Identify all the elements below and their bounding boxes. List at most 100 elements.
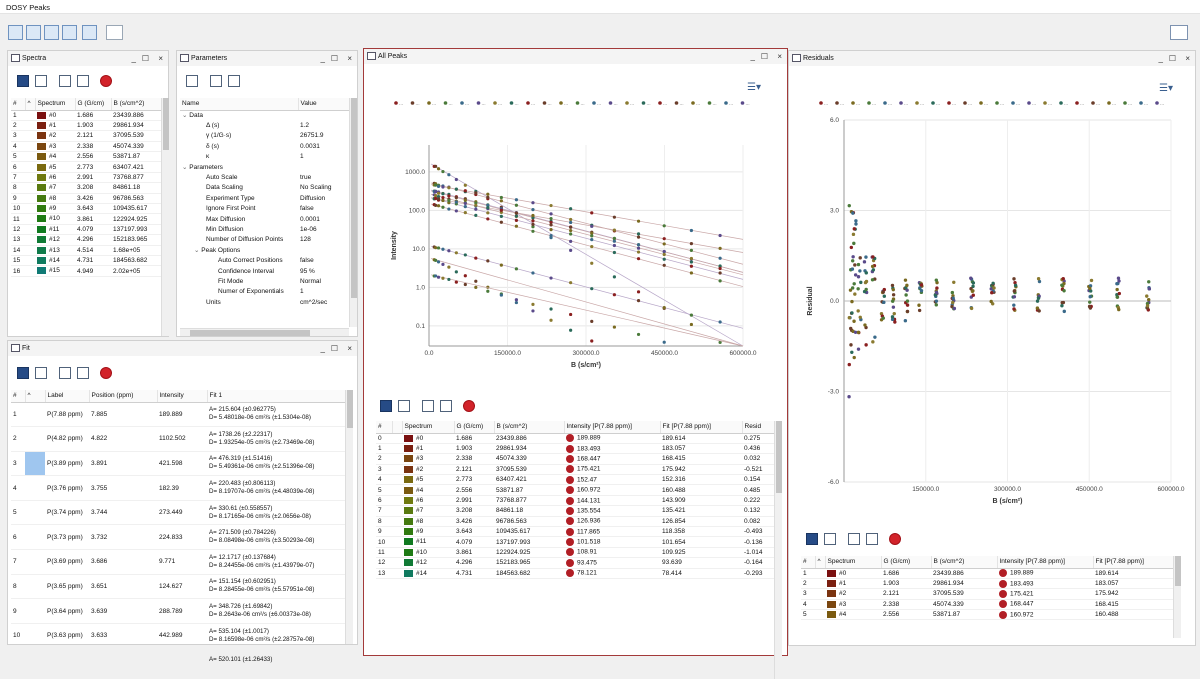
- data-point[interactable]: [636, 250, 641, 254]
- residual-point[interactable]: [905, 303, 910, 307]
- legend-marker[interactable]: [915, 101, 919, 105]
- residual-point[interactable]: [1012, 307, 1016, 311]
- legend-marker[interactable]: [476, 101, 481, 105]
- residual-point[interactable]: [918, 286, 922, 290]
- legend-marker[interactable]: [819, 101, 823, 105]
- data-point[interactable]: [612, 275, 616, 279]
- residual-point[interactable]: [847, 316, 852, 320]
- data-point[interactable]: [436, 246, 441, 250]
- residual-point[interactable]: [1087, 304, 1092, 309]
- minimize-icon[interactable]: _: [1158, 54, 1163, 63]
- residual-point[interactable]: [856, 347, 861, 351]
- legend-marker[interactable]: [1091, 101, 1095, 105]
- residual-point[interactable]: [934, 303, 938, 307]
- data-point[interactable]: [499, 208, 503, 212]
- legend-marker[interactable]: [658, 101, 662, 105]
- parameter-value[interactable]: cm^2/sec: [300, 298, 328, 306]
- parameter-row[interactable]: ⌄ Peak Options: [180, 245, 350, 255]
- residual-point[interactable]: [882, 294, 887, 298]
- data-point[interactable]: [549, 307, 553, 311]
- table-row[interactable]: 6 #5 2.773 63407.421: [11, 161, 161, 173]
- residual-point[interactable]: [969, 276, 973, 280]
- data-point[interactable]: [636, 219, 641, 223]
- residual-point[interactable]: [1115, 282, 1119, 286]
- data-point[interactable]: [499, 199, 503, 203]
- copy-icon[interactable]: [186, 75, 198, 87]
- row-selector[interactable]: [25, 598, 45, 624]
- data-point[interactable]: [441, 185, 445, 189]
- data-point[interactable]: [434, 246, 438, 250]
- data-point[interactable]: [549, 216, 553, 221]
- data-point[interactable]: [662, 252, 666, 257]
- parameter-value[interactable]: No Scaling: [300, 184, 332, 192]
- residual-point[interactable]: [870, 278, 875, 282]
- legend-marker[interactable]: [947, 101, 951, 105]
- row-selector[interactable]: [25, 451, 45, 477]
- parameter-value[interactable]: 1.2: [300, 122, 310, 130]
- data-point[interactable]: [718, 271, 722, 275]
- data-point[interactable]: [514, 298, 518, 302]
- data-point[interactable]: [436, 204, 441, 208]
- col-header[interactable]: Intensity [P(7.88 ppm)]: [564, 421, 661, 434]
- residual-point[interactable]: [850, 350, 854, 355]
- parameter-value[interactable]: Normal: [300, 277, 321, 285]
- col-header[interactable]: Fit 1: [207, 390, 346, 403]
- data-point[interactable]: [531, 213, 535, 218]
- residual-point[interactable]: [1060, 283, 1064, 287]
- col-header[interactable]: Spectrum: [825, 556, 882, 569]
- table-row[interactable]: 1 #0 1.686 23439.886 189.889 189.614: [801, 568, 1173, 579]
- data-point[interactable]: [636, 299, 641, 303]
- data-point[interactable]: [590, 339, 594, 343]
- table-row[interactable]: 13 #14 4.731 184563.682 78.121 78.414 -0.293: [376, 568, 774, 579]
- maximize-icon[interactable]: ☐: [141, 54, 149, 63]
- residual-point[interactable]: [905, 309, 910, 314]
- residual-point[interactable]: [1115, 295, 1119, 299]
- data-point[interactable]: [499, 195, 503, 200]
- legend-marker[interactable]: [1139, 101, 1143, 105]
- col-header[interactable]: Fit [P(7.88 ppm)]: [660, 421, 743, 434]
- all-peaks-chart[interactable]: 0.1 1.0 10.0 100.0 1000.0 0.0 150000.0 300000.0…: [376, 76, 776, 381]
- data-point[interactable]: [718, 279, 722, 283]
- residual-point[interactable]: [892, 311, 896, 316]
- legend-marker[interactable]: [963, 101, 967, 105]
- col-header[interactable]: #: [11, 98, 26, 111]
- data-point[interactable]: [718, 320, 722, 324]
- parameter-value[interactable]: 1e-06: [300, 225, 317, 233]
- table-row[interactable]: 7 #6 2.991 73768.877: [11, 172, 161, 184]
- stop-icon[interactable]: [100, 75, 112, 87]
- data-point[interactable]: [549, 227, 553, 232]
- parameter-row[interactable]: Auto Scale true: [180, 172, 350, 182]
- residual-point[interactable]: [1037, 309, 1041, 313]
- residual-point[interactable]: [1088, 295, 1092, 299]
- col-header[interactable]: Name: [180, 98, 299, 111]
- data-point[interactable]: [531, 208, 535, 212]
- residual-point[interactable]: [856, 287, 860, 291]
- data-point[interactable]: [612, 243, 616, 248]
- col-header[interactable]: G (G/cm): [454, 421, 495, 434]
- residual-point[interactable]: [852, 319, 856, 323]
- data-point[interactable]: [514, 198, 518, 202]
- residual-point[interactable]: [856, 262, 861, 267]
- data-point[interactable]: [486, 195, 490, 199]
- data-point[interactable]: [718, 233, 722, 238]
- data-point[interactable]: [463, 274, 467, 278]
- data-point[interactable]: [531, 201, 535, 205]
- table-row[interactable]: 5 P(3.74 ppm) 3.744 273.449 A= 330.61 (±0.55…: [11, 500, 345, 526]
- col-header[interactable]: #: [376, 421, 393, 434]
- expand-chevron-icon[interactable]: ⌄: [194, 247, 202, 255]
- data-point[interactable]: [454, 270, 458, 274]
- data-point[interactable]: [689, 242, 693, 246]
- data-point[interactable]: [531, 219, 535, 223]
- data-point[interactable]: [454, 196, 458, 200]
- data-point[interactable]: [689, 260, 693, 264]
- data-point[interactable]: [441, 247, 445, 251]
- legend-marker[interactable]: [835, 101, 839, 105]
- residual-point[interactable]: [882, 300, 886, 305]
- all-peaks-view-icon[interactable]: [62, 25, 77, 40]
- residual-point[interactable]: [919, 288, 924, 293]
- minimize-icon[interactable]: _: [750, 52, 755, 61]
- data-point[interactable]: [474, 203, 478, 207]
- parameter-row[interactable]: δ (s) 0.0031: [180, 141, 350, 151]
- data-point[interactable]: [463, 201, 467, 206]
- residual-point[interactable]: [1089, 289, 1093, 293]
